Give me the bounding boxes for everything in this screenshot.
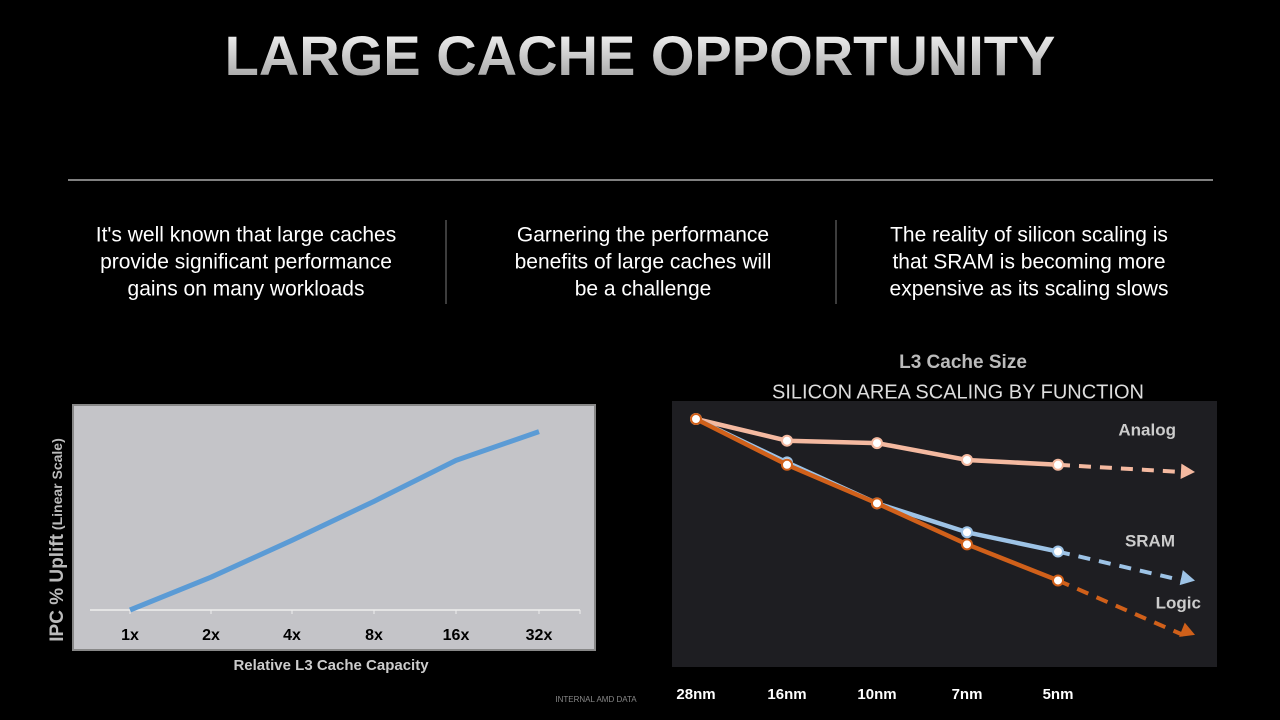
x-tick-label: 16nm (767, 686, 806, 703)
x-tick-label: 28nm (676, 686, 715, 703)
point (1052, 574, 1064, 587)
x-tick-label: 7nm (952, 686, 983, 703)
arrowhead (1179, 570, 1195, 586)
x-axis-title: Relative L3 Cache Capacity (233, 657, 429, 674)
x-tick-label: 2x (202, 627, 220, 644)
x-tick-label: 4x (283, 627, 301, 644)
footer: INTERNAL AMD DATA (555, 695, 637, 704)
body-text: benefits of large caches will (515, 251, 772, 274)
y-axis-title: IPC % Uplift (Linear Scale) (47, 438, 68, 642)
body-text: provide significant performance (100, 251, 392, 274)
x-tick-label: 32x (526, 627, 553, 644)
body-text: The reality of silicon scaling is (890, 224, 1168, 247)
point (961, 453, 973, 466)
line-series (129, 429, 540, 613)
x-tick-label: 16x (443, 627, 470, 644)
x-tick-label: 10nm (857, 686, 896, 703)
point (961, 526, 973, 539)
arrowhead (1179, 622, 1195, 637)
series-label: SRAM (1125, 531, 1175, 550)
arrowhead (1180, 463, 1195, 479)
point (690, 413, 702, 425)
extrapolation (1057, 549, 1184, 583)
body-text: that SRAM is becoming more (892, 251, 1165, 274)
body-text: Garnering the performance (517, 224, 769, 247)
series-label: Analog (1118, 420, 1176, 439)
plot-area (72, 404, 596, 651)
body-text: expensive as its scaling slows (890, 278, 1169, 301)
point (871, 437, 883, 450)
point (781, 458, 793, 471)
slide-title: LARGE CACHE OPPORTUNITY (225, 24, 1056, 87)
x-tick-label: 1x (121, 627, 139, 644)
point (1052, 545, 1064, 558)
y-axis-title-main: IPC % Uplift (47, 533, 68, 641)
point (871, 497, 883, 510)
x-tick-label: 5nm (1043, 686, 1074, 703)
extrapolation (1057, 578, 1184, 637)
point (1052, 458, 1064, 471)
x-tick-label: 8x (365, 627, 383, 644)
y-axis-title-note: (Linear Scale) (49, 438, 65, 530)
body-text: be a challenge (575, 278, 712, 301)
overlay-label: L3 Cache Size (899, 352, 1027, 373)
body-text: gains on many workloads (128, 278, 365, 301)
series-label: Logic (1156, 593, 1201, 612)
chart-title: SILICON AREA SCALING BY FUNCTION (772, 381, 1144, 403)
point (781, 434, 793, 447)
point (961, 538, 973, 551)
body-text: It's well known that large caches (96, 224, 397, 247)
